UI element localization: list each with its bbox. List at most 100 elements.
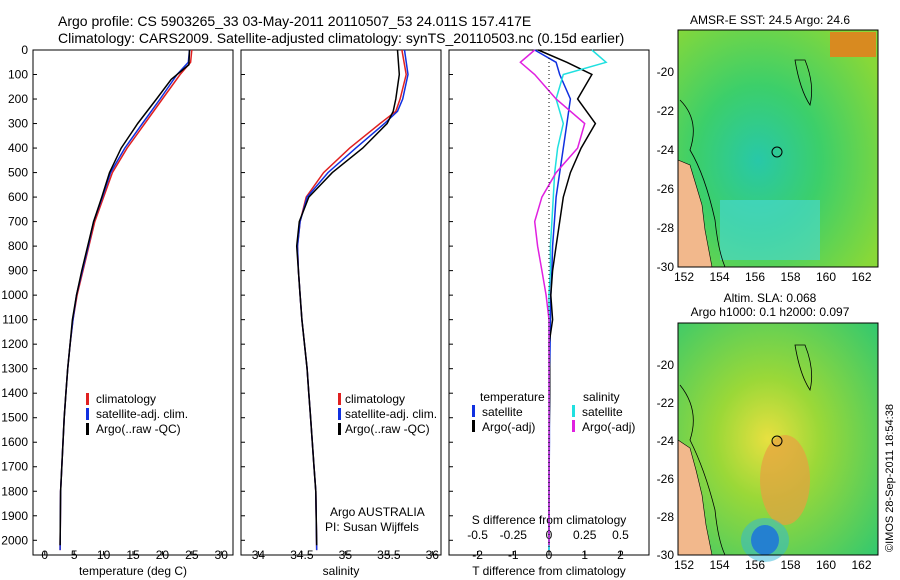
temperature-x-axis: 051015202530 — [41, 548, 228, 562]
sla-x-axis: 152 154 156 158 160 162 — [674, 558, 872, 572]
map-x-tick-label: 154 — [709, 270, 729, 284]
legend-t-sat-label: satellite — [482, 405, 523, 419]
depth-tick-label: 200 — [8, 92, 28, 106]
legend-t-argo-swatch — [472, 420, 475, 432]
map-y-tick-label: -24 — [657, 434, 675, 448]
sla-map: 152 154 156 158 160 162 -20 -22 -24 -26 -28 -30 — [657, 322, 879, 572]
bathymetry-contour — [679, 99, 726, 268]
legend-sat-label: satellite-adj. clim. — [345, 407, 437, 421]
depth-tick-label: 1700 — [1, 460, 28, 474]
sst-warm-patch — [830, 32, 876, 57]
map-y-tick-label: -26 — [657, 472, 675, 486]
sla-high-anomaly — [760, 435, 810, 525]
sla-map-frame — [677, 322, 879, 556]
legend-temperature-title: temperature — [480, 390, 545, 404]
depth-tick-label: 1300 — [1, 362, 28, 376]
legend-sat-swatch — [338, 408, 341, 420]
sla-low-halo — [741, 518, 789, 562]
x-tick-label: -0.5 — [467, 528, 488, 542]
map-x-tick-label: 152 — [674, 270, 694, 284]
argo-program-note: Argo AUSTRALIA — [330, 505, 425, 519]
map-x-tick-label: 154 — [709, 558, 729, 572]
legend-clim-label: climatology — [345, 392, 405, 406]
map-x-tick-label: 158 — [780, 270, 800, 284]
figure-title-line2: Climatology: CARS2009. Satellite-adjuste… — [58, 30, 625, 46]
x-tick-label: -0.25 — [500, 528, 528, 542]
map-x-tick-label: 162 — [851, 270, 871, 284]
sst-cool-patch — [720, 200, 820, 260]
series-line-2 — [548, 49, 608, 551]
legend-sat-swatch — [86, 408, 89, 420]
depth-tick-label: 300 — [8, 117, 28, 131]
map-x-tick-label: 158 — [780, 558, 800, 572]
series-line-0 — [296, 49, 407, 551]
map-x-tick-label: 160 — [816, 558, 836, 572]
sst-map-title: AMSR-E SST: 24.5 Argo: 24.6 — [690, 13, 850, 27]
depth-tick-label: 0 — [21, 43, 28, 57]
depth-tick-label: 1000 — [1, 288, 28, 302]
difference-series — [519, 49, 608, 551]
legend-argo-label: Argo(..raw -QC) — [96, 422, 181, 436]
legend-clim-label: climatology — [96, 392, 156, 406]
map-y-tick-label: -28 — [657, 221, 675, 235]
salinity-x-axis: 34 34.5 35 35.5 36 — [252, 548, 440, 562]
float-position-marker — [771, 146, 783, 158]
sla-title-line1: Altim. SLA: 0.068 — [724, 291, 817, 305]
salinity-x-label: salinity — [323, 564, 360, 578]
salinity-series — [295, 49, 409, 551]
series-line-0 — [534, 49, 572, 551]
imos-credit: ©IMOS 28-Sep-2011 18:54:38 — [884, 404, 896, 552]
map-x-tick-label: 160 — [816, 270, 836, 284]
depth-tick-label: 1800 — [1, 484, 28, 498]
sst-x-axis: 152 154 156 158 160 162 — [674, 270, 872, 284]
depth-tick-label: 1900 — [1, 509, 28, 523]
sst-map-frame — [677, 29, 879, 268]
map-x-tick-label: 162 — [851, 558, 871, 572]
depth-tick-label: 1200 — [1, 337, 28, 351]
series-line-3 — [519, 49, 586, 546]
t-difference-label: T difference from climatology — [472, 564, 626, 578]
pi-note: PI: Susan Wijffels — [325, 520, 419, 534]
map-x-tick-label: 156 — [745, 558, 765, 572]
legend-s-argo-label: Argo(-adj) — [582, 420, 635, 434]
map-y-tick-label: -30 — [657, 548, 675, 562]
temperature-series — [59, 49, 193, 551]
map-x-tick-label: 156 — [745, 270, 765, 284]
figure-title-line1: Argo profile: CS 5903265_33 03-May-2011 … — [58, 13, 532, 29]
temperature-panel-frame — [32, 49, 234, 556]
temperature-legend: climatology satellite-adj. clim. Argo(..… — [86, 392, 188, 436]
map-y-tick-label: -24 — [657, 143, 675, 157]
legend-t-sat-swatch — [472, 405, 475, 417]
map-y-tick-label: -30 — [657, 260, 675, 274]
map-y-tick-label: -26 — [657, 182, 675, 196]
legend-s-sat-swatch — [572, 405, 575, 417]
depth-tick-label: 500 — [8, 166, 28, 180]
difference-legend: temperature salinity satellite Argo(-adj… — [472, 390, 635, 434]
depth-axis: 0 100 200 300 400 500 600 700 800 900 1000 1100 1200… — [1, 43, 453, 547]
float-position-marker — [771, 435, 783, 447]
sst-map: 152 154 156 158 160 162 -20 -22 -24 -26 -28 -30 — [657, 29, 879, 284]
salinity-legend: climatology satellite-adj. clim. Argo(..… — [325, 392, 437, 534]
sla-y-axis: -20 -22 -24 -26 -28 -30 — [657, 358, 675, 562]
x-tick-label: 0.5 — [612, 528, 629, 542]
s-difference-x-axis: -0.5-0.2500.250.5 — [467, 528, 629, 555]
depth-tick-label: 400 — [8, 141, 28, 155]
legend-t-argo-label: Argo(-adj) — [482, 420, 535, 434]
map-y-tick-label: -20 — [657, 65, 675, 79]
legend-salinity-title: salinity — [583, 390, 620, 404]
map-y-tick-label: -22 — [657, 396, 675, 410]
depth-tick-label: 700 — [8, 215, 28, 229]
legend-s-argo-swatch — [572, 420, 575, 432]
reef-contour — [794, 59, 813, 106]
depth-tick-label: 1400 — [1, 386, 28, 400]
map-x-tick-label: 152 — [674, 558, 694, 572]
sst-y-axis: -20 -22 -24 -26 -28 -30 — [657, 65, 675, 274]
temperature-x-label: temperature (deg C) — [79, 564, 187, 578]
legend-argo-swatch — [86, 423, 89, 435]
map-y-tick-label: -28 — [657, 510, 675, 524]
depth-tick-label: 1100 — [2, 313, 28, 327]
legend-argo-label: Argo(..raw -QC) — [345, 422, 430, 436]
legend-s-sat-label: satellite — [582, 405, 623, 419]
x-tick-label: 0.25 — [573, 528, 597, 542]
